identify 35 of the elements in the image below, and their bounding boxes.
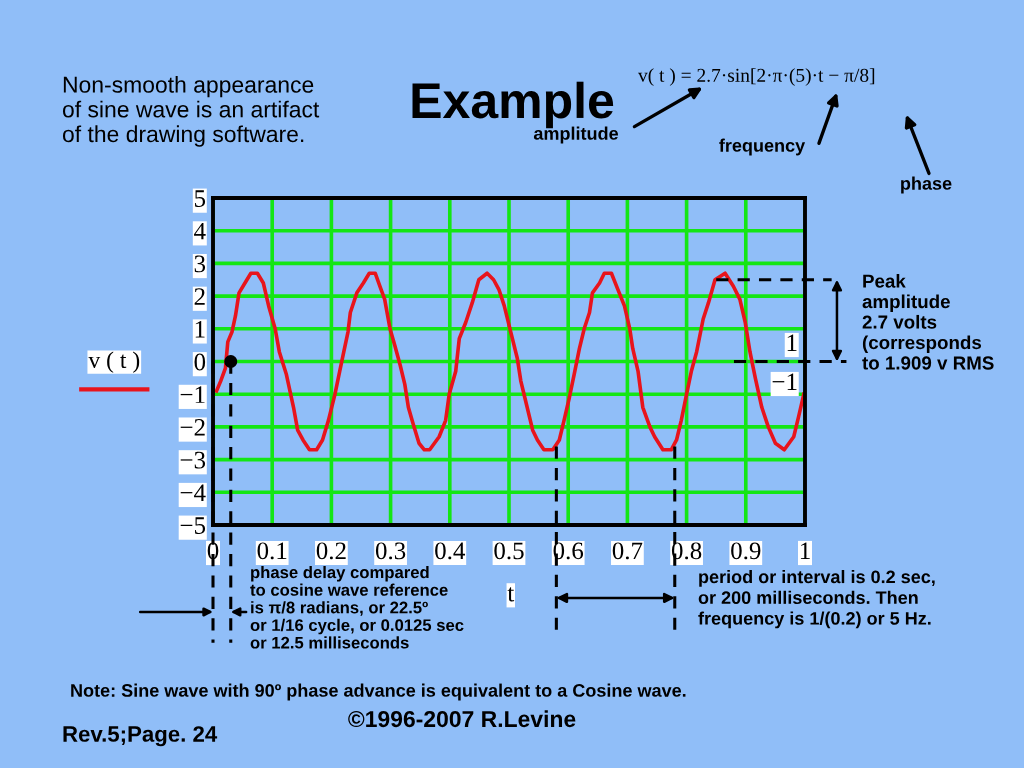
annotation: 1: [787, 334, 797, 352]
y-tick-label: −1: [180, 386, 205, 403]
y-tick-label: 2: [194, 288, 205, 305]
y-tick-label: −3: [180, 451, 206, 469]
text: phase delay compared to cosine wave reference is π/8 radians, or 22.5º or 1/16 cycle, or 0.0125 sec or 12.5 milliseconds: [250, 566, 464, 649]
y-tick-label: 0: [194, 353, 206, 371]
text: Peak amplitude 2.7 volts (corresponds to 1.909 v RMS: [862, 274, 994, 370]
y-tick-label: 5: [195, 190, 206, 207]
y-tick-label: 4: [194, 222, 206, 240]
annotation: −1: [772, 373, 797, 391]
text: Note: Sine wave with 90º phase advance is equivalent to a Cosine wave.: [71, 683, 686, 701]
text: frequency: [719, 138, 806, 156]
x-tick-label: 0.8: [671, 542, 702, 560]
x-tick-label: 0.9: [731, 542, 761, 560]
x-tick-label: 0.7: [612, 542, 643, 560]
y-tick-label: −5: [180, 517, 206, 534]
text: ©1996-2007 R.Levine: [348, 710, 576, 728]
text: phase: [901, 176, 952, 194]
y-tick-label: −2: [180, 419, 205, 436]
x-tick-label: 0.4: [435, 542, 466, 560]
x-tick-label: 0.2: [316, 542, 346, 560]
text: Non-smooth appearance of sine wave is an artifact of the drawing software.: [62, 76, 320, 147]
x-tick-label: 0.1: [257, 542, 287, 560]
x-axis-title: t: [507, 587, 515, 602]
x-tick-label: 0.5: [494, 542, 524, 560]
text: v( t ) = 2.7·sin[2·π·(5)·t − π/8]: [638, 68, 875, 86]
text: Rev.5;Page. 24: [63, 726, 218, 747]
x-tick-label: 1: [800, 542, 810, 560]
y-tick-label: −4: [180, 484, 206, 501]
text: v ( t ): [88, 351, 140, 373]
x-tick-label: 0: [207, 542, 219, 560]
text: period or interval is 0.2 sec, or 200 milliseconds. Then frequency is 1/(0.2) or 5 Hz.: [698, 570, 935, 629]
x-tick-label: 0.3: [375, 542, 406, 560]
y-tick-label: 1: [195, 320, 205, 338]
y-tick-label: 3: [194, 255, 206, 273]
